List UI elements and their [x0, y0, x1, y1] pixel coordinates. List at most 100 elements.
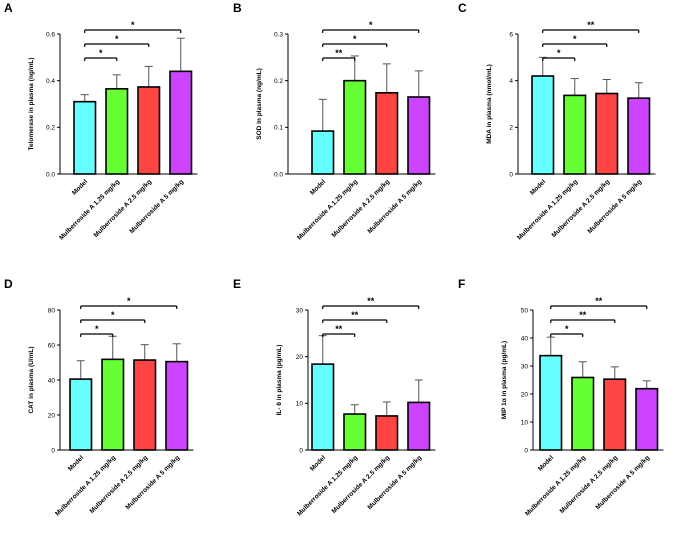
panel-c-y-tick-label: 4 [509, 78, 513, 85]
panel-c-bar [627, 97, 651, 175]
panel-a-category-label: Mulberroside A 2.5 mg/kg [93, 178, 154, 239]
panel-a-y-tick-label: 0.0 [46, 171, 55, 178]
panel-a-y-axis-label: Telomerase in plasma (ng/mL) [28, 57, 35, 150]
panel-f-y-tick-label: 40 [521, 335, 529, 342]
panel-b-y-tick-label: 0.0 [274, 171, 283, 178]
panel-e-bar [375, 415, 399, 451]
panel-f-y-tick-label: 0 [524, 447, 528, 454]
panel-b-bar [375, 92, 399, 175]
panel-d-bar [101, 358, 125, 451]
panel-d-category-label: Mulberroside A 2.5 mg/kg [89, 454, 150, 515]
panel-f-y-tick-label: 50 [521, 307, 529, 314]
panel-a-bar [169, 70, 193, 175]
panel-b-y-tick-label: 0.1 [274, 125, 283, 132]
panel-f-category-label: Mulberroside A 5 mg/kg [594, 454, 651, 511]
panel-e-significance-label: ** [351, 310, 359, 320]
panel-c-y-axis-label: MDA in plasma (nmol/mL) [486, 64, 493, 144]
panel-d-bar [165, 360, 189, 451]
panel-c-category-label: Model [529, 178, 547, 196]
panel-f-y-tick-label: 30 [521, 363, 529, 370]
panel-b-significance-label: ** [335, 48, 343, 58]
panel-f-significance-label: * [565, 324, 569, 334]
panel-b-category-label: Mulberroside A 5 mg/kg [366, 178, 423, 235]
panel-a-y-tick-label: 0.2 [46, 125, 55, 132]
panel-a-bar [137, 86, 161, 175]
panel-c-y-tick-label: 2 [509, 125, 513, 132]
panel-c-category-label: Mulberroside A 2.5 mg/kg [551, 178, 612, 239]
panel-a-significance-label: * [115, 34, 119, 44]
panel-b-category-label: Mulberroside A 2.5 mg/kg [331, 178, 392, 239]
panel-e-category-label: Mulberroside A 2.5 mg/kg [331, 454, 392, 515]
panel-c-bar [531, 75, 555, 175]
panel-d-y-tick-label: 40 [48, 377, 56, 384]
panel-d-significance-label: * [95, 324, 99, 334]
panel-a: A 0.0 0.2 0.4 0.6 Telomerase in plasma (ng/mL… [4, 1, 198, 242]
panel-b-letter: B [233, 1, 242, 15]
panel-b-bar [343, 79, 367, 175]
panel-e-bar [407, 401, 431, 451]
panel-c-significance-label: * [557, 48, 561, 58]
panel-e-bar [343, 413, 367, 451]
panel-c-letter: C [458, 1, 467, 15]
panel-c-y-tick-label: 6 [509, 31, 513, 38]
panel-e-y-tick-label: 30 [296, 307, 304, 314]
panel-a-category-label: Mulberroside A 5 mg/kg [128, 178, 185, 235]
panel-d-letter: D [4, 277, 13, 291]
panel-f-bar [539, 354, 563, 451]
panel-e-category-label: Mulberroside A 1.25 mg/kg [296, 454, 359, 517]
panel-e-y-tick-label: 10 [296, 401, 304, 408]
panel-f-y-tick-label: 20 [521, 391, 529, 398]
panel-f: F 0 10 20 30 40 50 MIP 1α in plasma (pg/mL) Mode… [458, 277, 664, 518]
panel-a-significance-label: * [99, 48, 103, 58]
panel-c-significance-label: ** [587, 20, 595, 30]
panel-d-y-tick-label: 0 [51, 447, 55, 454]
panel-a-letter: A [4, 1, 13, 15]
panel-a-bar [73, 100, 97, 175]
panel-c-y-tick-label: 0 [509, 171, 513, 178]
panel-e-bar [311, 363, 335, 451]
panel-b-bar [311, 130, 335, 175]
panel-f-category-label: Mulberroside A 1.25 mg/kg [524, 454, 587, 517]
panel-f-bar [635, 387, 659, 451]
panel-c-category-label: Mulberroside A 1.25 mg/kg [516, 178, 579, 241]
panel-d-significance-label: * [127, 296, 131, 306]
panel-e-y-tick-label: 20 [296, 354, 304, 361]
panel-f-category-label: Mulberroside A 2.5 mg/kg [559, 454, 620, 515]
panel-d-bar [69, 378, 93, 451]
panel-b-category-label: Mulberroside A 1.25 mg/kg [296, 178, 359, 241]
panel-c-category-label: Mulberroside A 5 mg/kg [586, 178, 643, 235]
panel-e-y-tick-label: 0 [299, 447, 303, 454]
panel-f-letter: F [458, 277, 465, 291]
panel-d-y-tick-label: 60 [48, 342, 56, 349]
panel-d-y-axis-label: CAT in plasma (U/mL) [28, 346, 35, 413]
panel-e-y-axis-label: IL- 6 in plasma (pg/mL) [276, 345, 283, 416]
panel-b-y-tick-label: 0.3 [274, 31, 283, 38]
panel-e-letter: E [233, 277, 241, 291]
panel-b-bar [407, 96, 431, 175]
panel-c-bar [595, 92, 619, 175]
panel-a-category-label: Model [71, 178, 89, 196]
panel-a-category-label: Mulberroside A 1.25 mg/kg [58, 178, 121, 241]
panel-e-significance-label: ** [335, 324, 343, 334]
panel-f-bar [603, 378, 627, 451]
panel-a-significance-label: * [131, 20, 135, 30]
panel-d-y-tick-label: 20 [48, 412, 56, 419]
panel-e-category-label: Model [309, 454, 327, 472]
panel-f-significance-label: ** [579, 310, 587, 320]
panel-d-category-label: Mulberroside A 5 mg/kg [124, 454, 181, 511]
panel-d-bar [133, 359, 157, 451]
panel-d-category-label: Mulberroside A 1.25 mg/kg [54, 454, 117, 517]
panel-e-category-label: Mulberroside A 5 mg/kg [366, 454, 423, 511]
panel-f-y-axis-label: MIP 1α in plasma (pg/mL) [501, 341, 508, 419]
panel-f-bar [571, 376, 595, 451]
panel-b-category-label: Model [309, 178, 327, 196]
panel-b-y-axis-label: SOD in plasma (ng/mL) [256, 68, 263, 140]
panel-c-bar [563, 94, 587, 175]
panel-f-significance-label: ** [595, 296, 603, 306]
panel-d-y-tick-label: 80 [48, 307, 56, 314]
